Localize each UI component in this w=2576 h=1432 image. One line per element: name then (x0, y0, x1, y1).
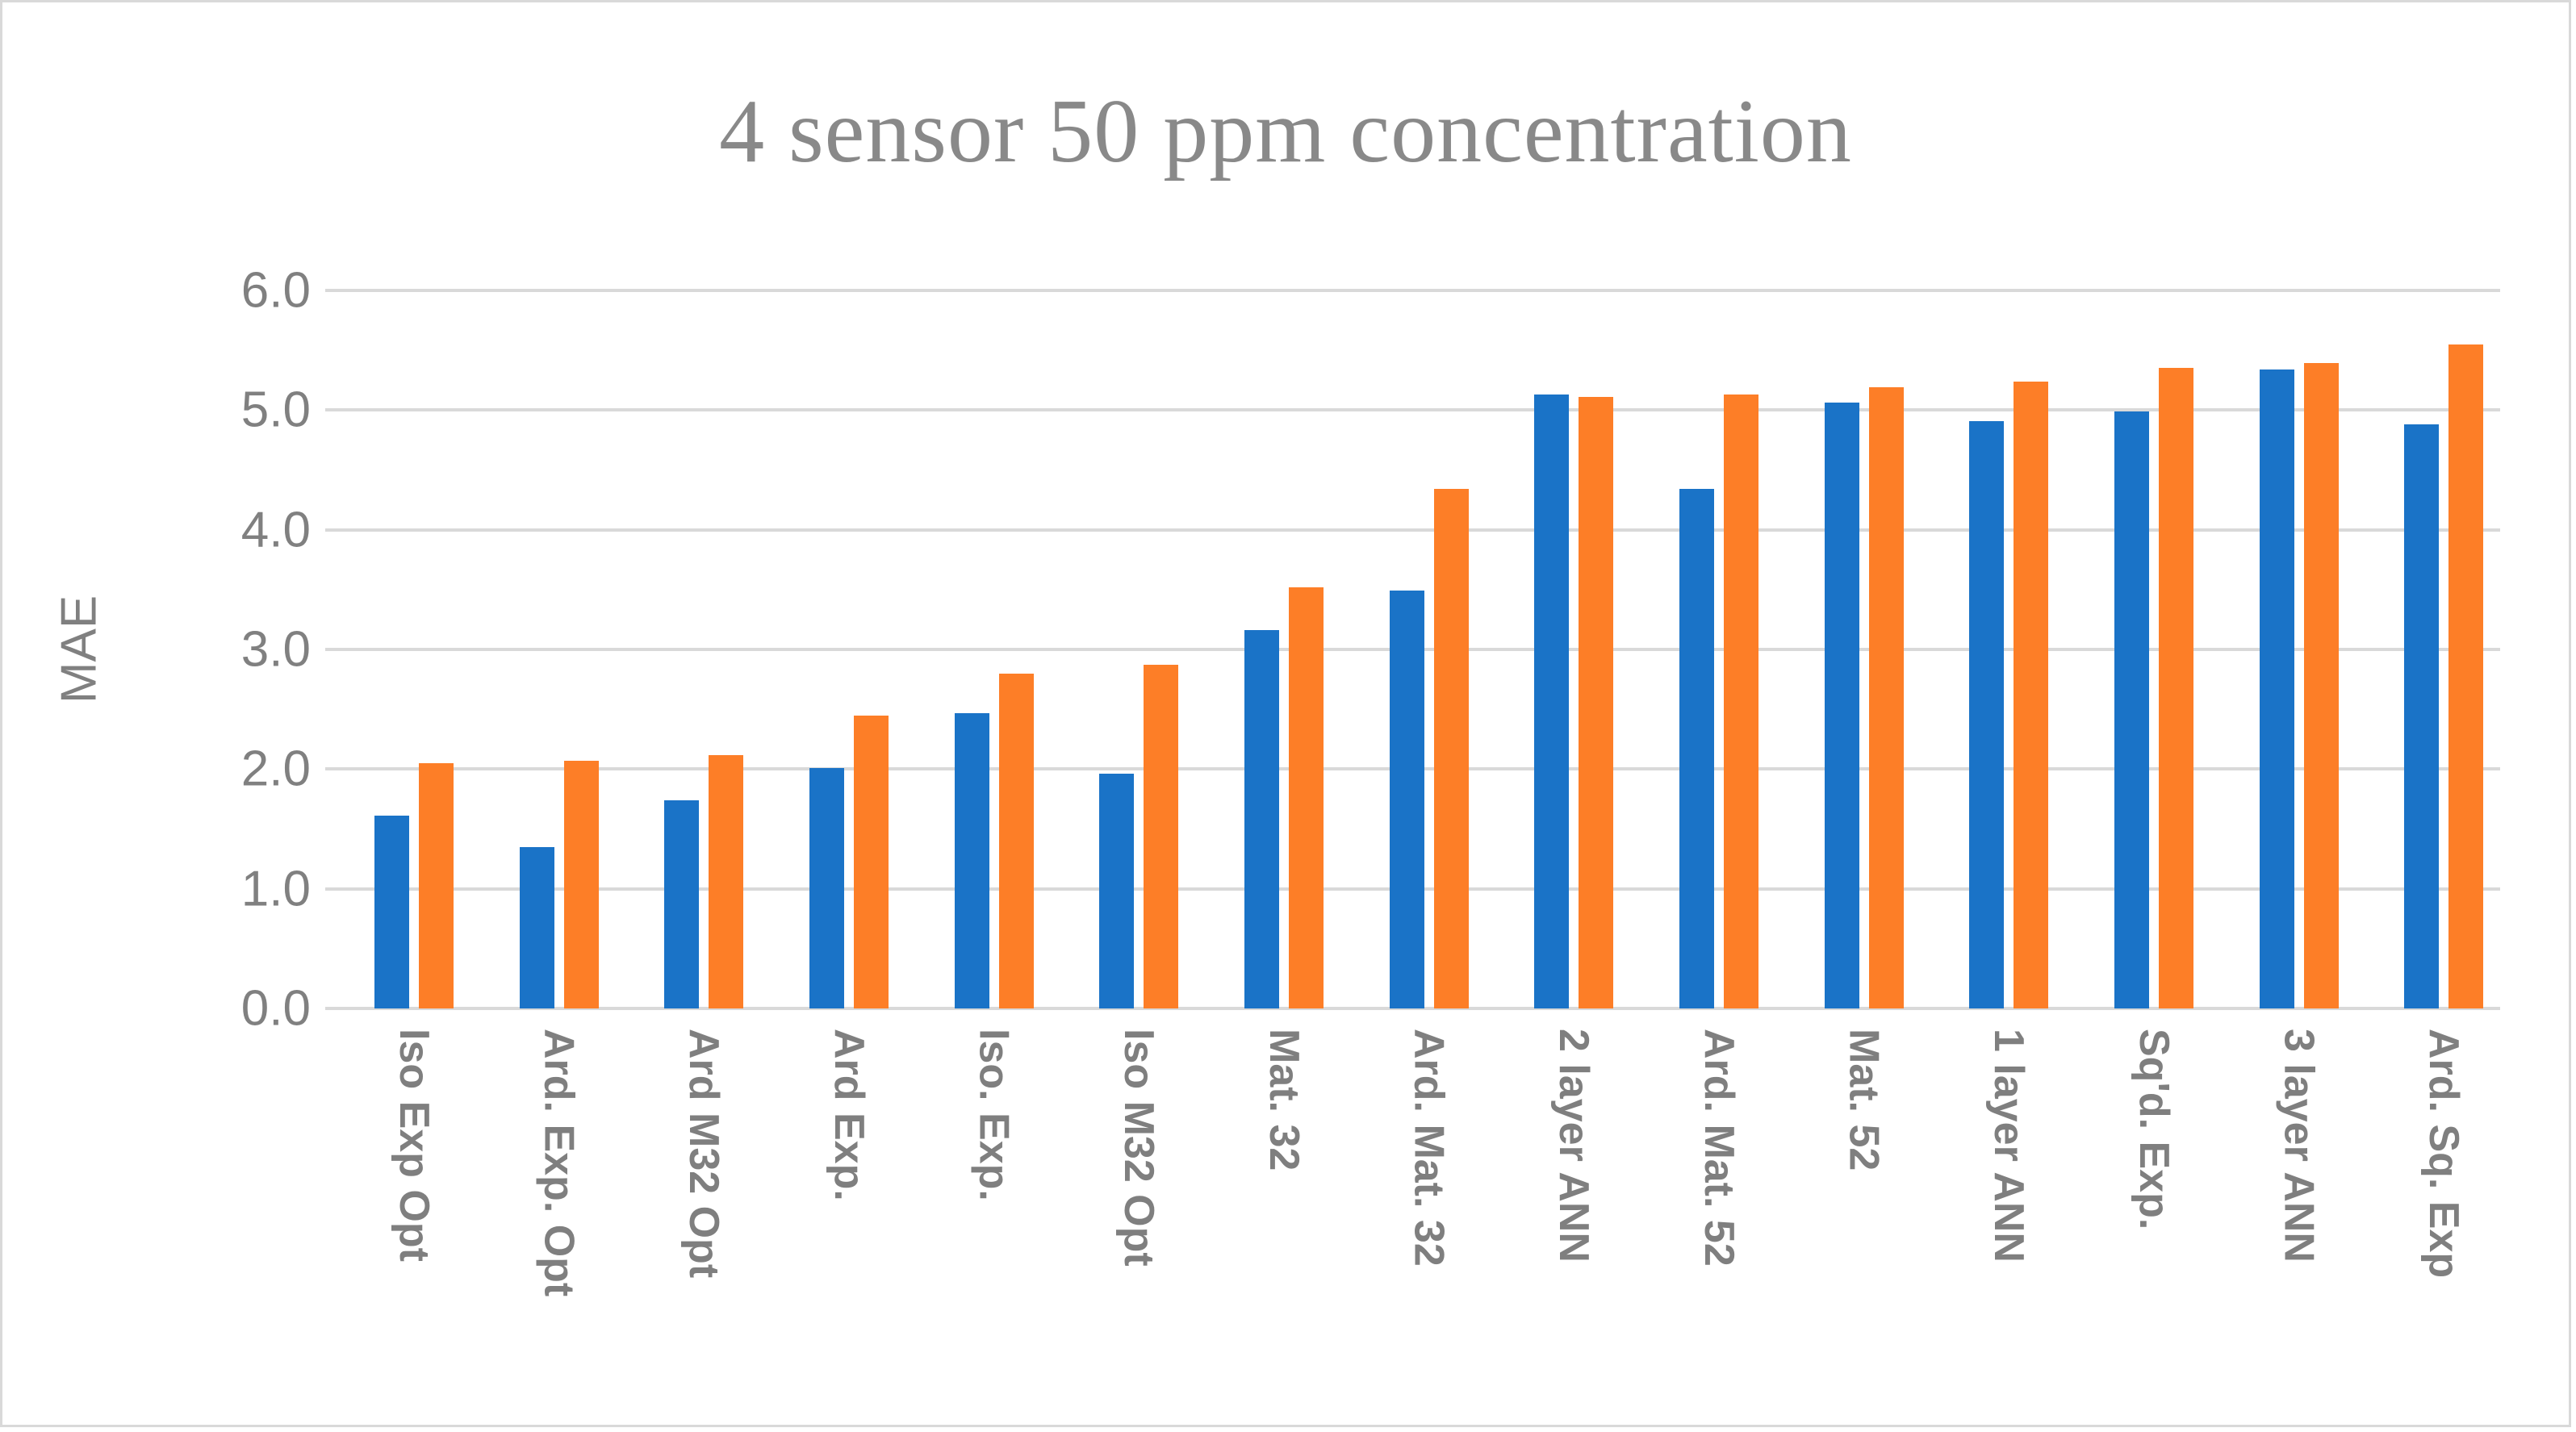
x-category-label: Mat. 32 (1260, 1029, 1307, 1171)
x-category-label: 2 layer ANN (1550, 1029, 1598, 1263)
orange-bar (998, 673, 1034, 1008)
y-tick-label: 2.0 (240, 741, 311, 797)
x-category-label: 1 layer ANN (1985, 1029, 2033, 1263)
blue-bar (1969, 420, 2005, 1008)
x-category-cell: Iso M32 Opt (1066, 1029, 1211, 1408)
y-tick-label: 3.0 (240, 621, 311, 678)
orange-bar (2448, 344, 2484, 1008)
bar-group (1357, 290, 1502, 1008)
x-category-cell: Iso. Exp. (922, 1029, 1067, 1408)
bar-group (2371, 290, 2516, 1008)
bar-group (2227, 290, 2372, 1008)
x-category-cell: Sq'd. Exp. (2081, 1029, 2227, 1408)
y-tick-label: 0.0 (240, 980, 311, 1037)
plot-area (325, 289, 2500, 1010)
orange-bar (2303, 363, 2339, 1008)
bar-group (631, 290, 776, 1008)
x-category-label: Ard Exp. (825, 1029, 872, 1201)
chart-area: MAE 6.0 5.0 4.0 3.0 2.0 1.0 0.0 (35, 263, 2500, 1037)
bar-group (922, 290, 1067, 1008)
blue-bar (374, 816, 409, 1008)
orange-bar (2014, 381, 2049, 1008)
x-category-label: Ard. Exp. Opt (535, 1029, 583, 1297)
x-category-cell: Ard. Sq. Exp (2371, 1029, 2516, 1408)
x-category-cell: Mat. 52 (1792, 1029, 1937, 1408)
orange-bar (853, 715, 889, 1008)
x-category-cell: Ard. Exp. Opt (487, 1029, 632, 1408)
bar-group (776, 290, 922, 1008)
x-category-cell: 1 layer ANN (1936, 1029, 2081, 1408)
chart-title: 4 sensor 50 ppm concentration (719, 81, 1852, 182)
orange-bar (1288, 587, 1324, 1008)
gridline (325, 289, 2500, 292)
blue-bar (1534, 395, 1570, 1008)
x-category-label: Iso Exp Opt (390, 1029, 437, 1262)
x-axis-category-labels: Iso Exp Opt Ard. Exp. Opt Ard M32 Opt Ard E… (325, 1029, 2500, 1408)
gridline (325, 528, 2500, 532)
x-category-cell: 3 layer ANN (2227, 1029, 2372, 1408)
bar-group (487, 290, 632, 1008)
orange-bar (2158, 368, 2193, 1008)
bar-group (1211, 290, 1357, 1008)
blue-bar (664, 799, 700, 1008)
x-category-cell: 2 layer ANN (1501, 1029, 1646, 1408)
bar-group (1501, 290, 1646, 1008)
blue-bar (1389, 591, 1424, 1008)
bar-group (341, 290, 487, 1008)
y-tick-label: 4.0 (240, 502, 311, 558)
y-tick-label: 6.0 (240, 262, 311, 319)
gridline (325, 1007, 2500, 1010)
blue-bar (519, 846, 554, 1008)
blue-bar (1824, 403, 1859, 1008)
x-category-cell: Ard Exp. (776, 1029, 922, 1408)
orange-bar (1868, 387, 1904, 1008)
blue-bar (1679, 489, 1714, 1008)
x-category-label: Iso. Exp. (970, 1029, 1018, 1201)
x-category-cell: Ard. Mat. 52 (1646, 1029, 1792, 1408)
x-category-cell: Iso Exp Opt (341, 1029, 487, 1408)
bar-group (1066, 290, 1211, 1008)
blue-bar (2259, 369, 2294, 1008)
bar-group (1936, 290, 2081, 1008)
x-category-label: Iso M32 Opt (1115, 1029, 1163, 1267)
x-category-cell: Ard M32 Opt (631, 1029, 776, 1408)
bar-group (2081, 290, 2227, 1008)
x-category-cell: Mat. 32 (1211, 1029, 1357, 1408)
y-axis-title: MAE (51, 595, 107, 704)
blue-bar (809, 767, 844, 1008)
x-category-label: Ard. Sq. Exp (2420, 1029, 2468, 1279)
blue-bar (1244, 630, 1279, 1008)
gridline (325, 408, 2500, 412)
y-axis-title-column: MAE (35, 290, 123, 1008)
x-category-label: Ard M32 Opt (680, 1029, 728, 1279)
y-tick-label: 5.0 (240, 382, 311, 438)
x-category-label: Mat. 52 (1840, 1029, 1888, 1171)
blue-bar (954, 712, 989, 1008)
blue-bar (2404, 424, 2440, 1008)
blue-bar (2114, 411, 2149, 1008)
orange-bar (1579, 397, 1614, 1008)
bar-group (1646, 290, 1792, 1008)
x-category-label: 3 layer ANN (2275, 1029, 2323, 1263)
orange-bar (563, 760, 599, 1008)
y-tick-label: 1.0 (240, 861, 311, 917)
orange-bar (418, 762, 454, 1008)
y-axis-tick-labels: 6.0 5.0 4.0 3.0 2.0 1.0 0.0 (123, 263, 325, 1037)
orange-bar (1433, 489, 1469, 1008)
orange-bar (1723, 395, 1758, 1008)
orange-bar (709, 754, 744, 1008)
blue-bar (1099, 774, 1135, 1008)
x-category-label: Ard. Mat. 52 (1695, 1029, 1742, 1267)
x-category-label: Sq'd. Exp. (2130, 1029, 2177, 1230)
orange-bar (1144, 665, 1179, 1008)
bar-group (1792, 290, 1937, 1008)
x-category-cell: Ard. Mat. 32 (1357, 1029, 1502, 1408)
x-category-label: Ard. Mat. 32 (1405, 1029, 1453, 1267)
bar-groups (325, 290, 2500, 1008)
